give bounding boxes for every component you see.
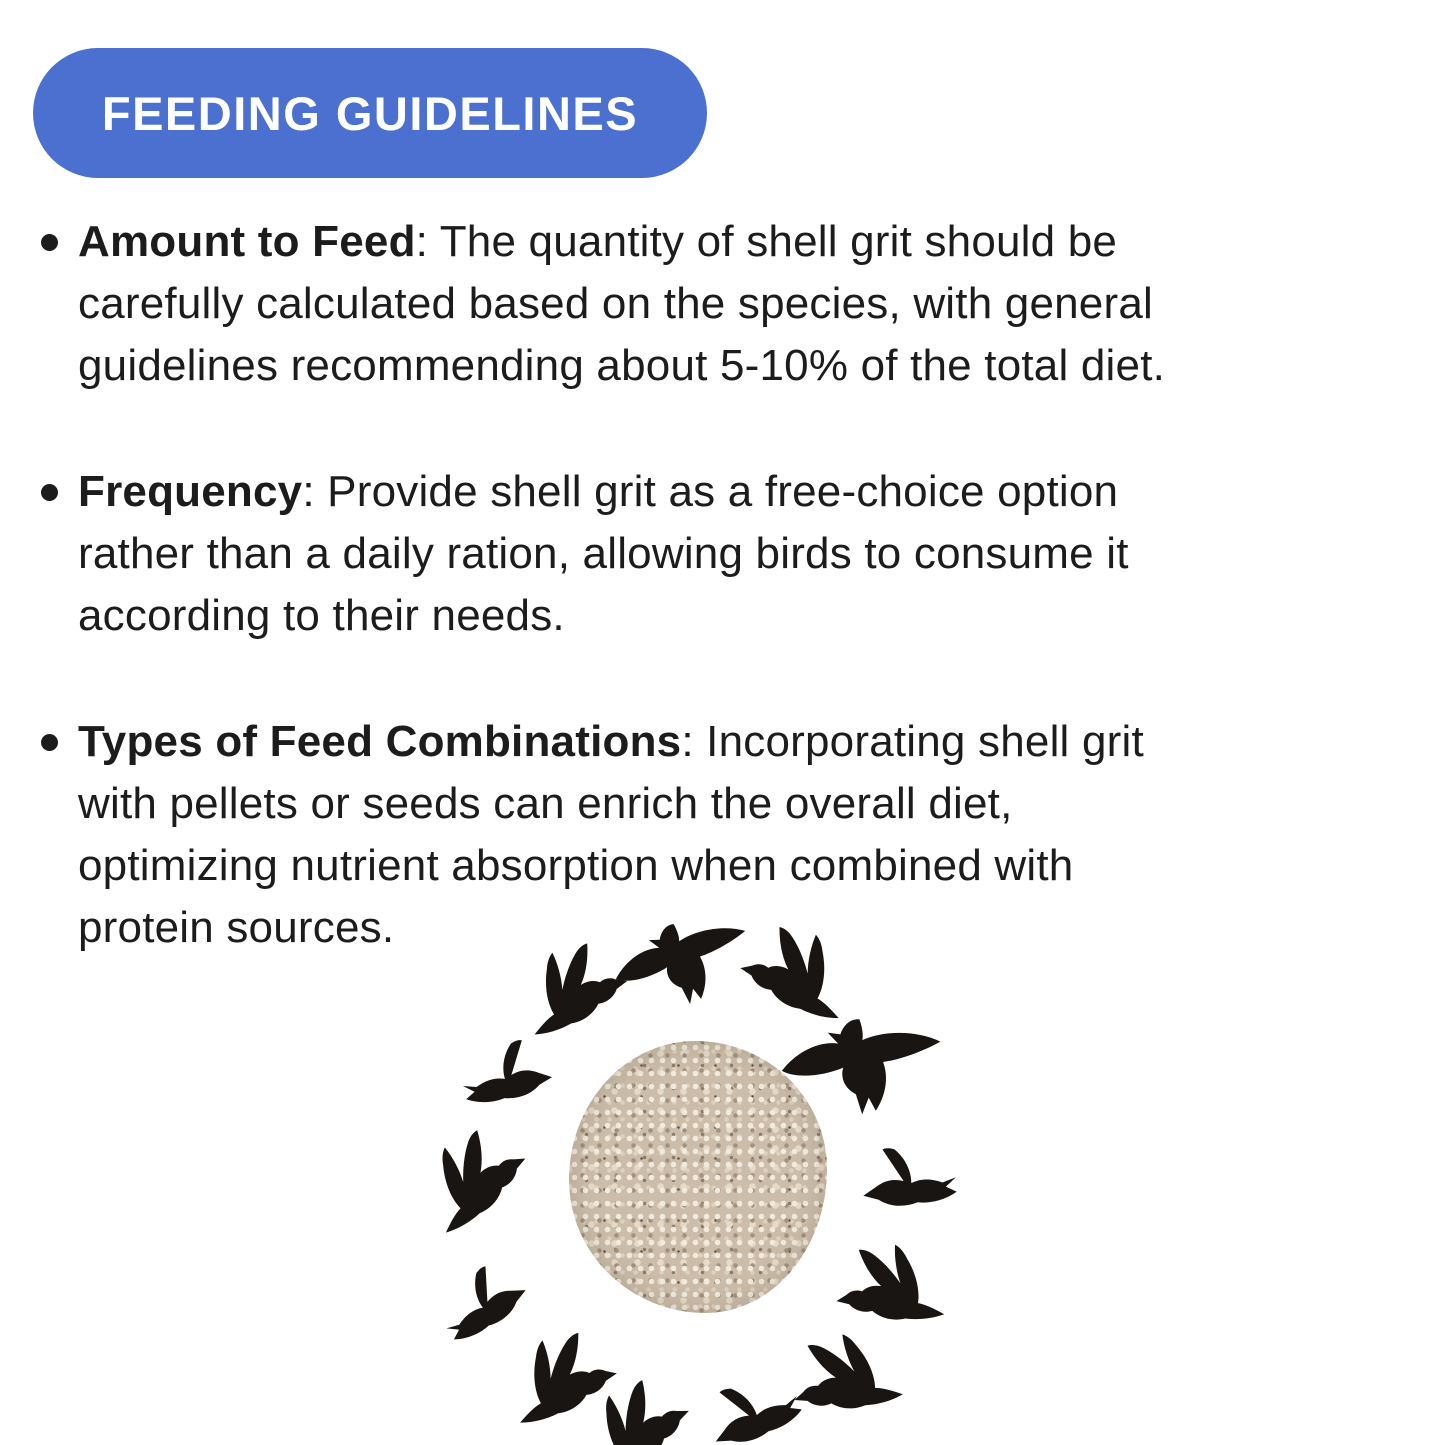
list-item-frequency: Frequency: Provide shell grit as a free-… <box>41 461 1386 647</box>
bird-silhouette-icon <box>794 1334 903 1409</box>
bird-silhouette-icon <box>863 1148 957 1206</box>
feeding-guidelines-list: Amount to Feed: The quantity of shell gr… <box>41 211 1386 1023</box>
bullet-dot <box>41 234 58 251</box>
bird-silhouette-icon <box>520 1332 617 1423</box>
section-header-pill: FEEDING GUIDELINES <box>33 48 707 178</box>
guideline-line: rather than a daily ration, allowing bir… <box>78 529 1129 578</box>
list-item-amount-to-feed: Amount to Feed: The quantity of shell gr… <box>41 211 1386 397</box>
bullet-dot <box>41 484 58 501</box>
bird-silhouette-icon <box>462 1040 553 1103</box>
guideline-text: : Incorporating shell grit <box>681 717 1144 766</box>
guideline-lead: Frequency <box>78 467 303 516</box>
bird-silhouette-icon <box>442 1130 526 1233</box>
guideline-line: Amount to Feed: The quantity of shell gr… <box>78 211 1386 273</box>
guideline-line: carefully calculated based on the specie… <box>78 279 1153 328</box>
bird-silhouette-icon <box>836 1244 945 1320</box>
guideline-line: guidelines recommending about 5-10% of t… <box>78 341 1166 390</box>
bird-silhouette-icon <box>605 1380 689 1445</box>
guideline-lead: Amount to Feed <box>78 217 416 266</box>
guideline-line: with pellets or seeds can enrich the ove… <box>78 779 1013 828</box>
guideline-line: Types of Feed Combinations: Incorporatin… <box>78 711 1386 773</box>
bird-silhouette-icon <box>446 1266 526 1340</box>
guideline-line: Frequency: Provide shell grit as a free-… <box>78 461 1386 523</box>
bird-silhouette-icon <box>715 1388 802 1442</box>
list-item-feed-combinations: Types of Feed Combinations: Incorporatin… <box>41 711 1386 959</box>
page-title: FEEDING GUIDELINES <box>101 86 639 140</box>
guideline-text: : Provide shell grit as a free-choice op… <box>302 467 1119 516</box>
guideline-line: according to their needs. <box>78 591 565 640</box>
guideline-line: protein sources. <box>78 903 395 952</box>
guideline-line: optimizing nutrient absorption when comb… <box>78 841 1074 890</box>
guideline-lead: Types of Feed Combinations <box>78 717 682 766</box>
guideline-text: : The quantity of shell grit should be <box>415 217 1118 266</box>
bullet-dot <box>41 734 58 751</box>
shell-grit-pile-image <box>569 1041 827 1313</box>
